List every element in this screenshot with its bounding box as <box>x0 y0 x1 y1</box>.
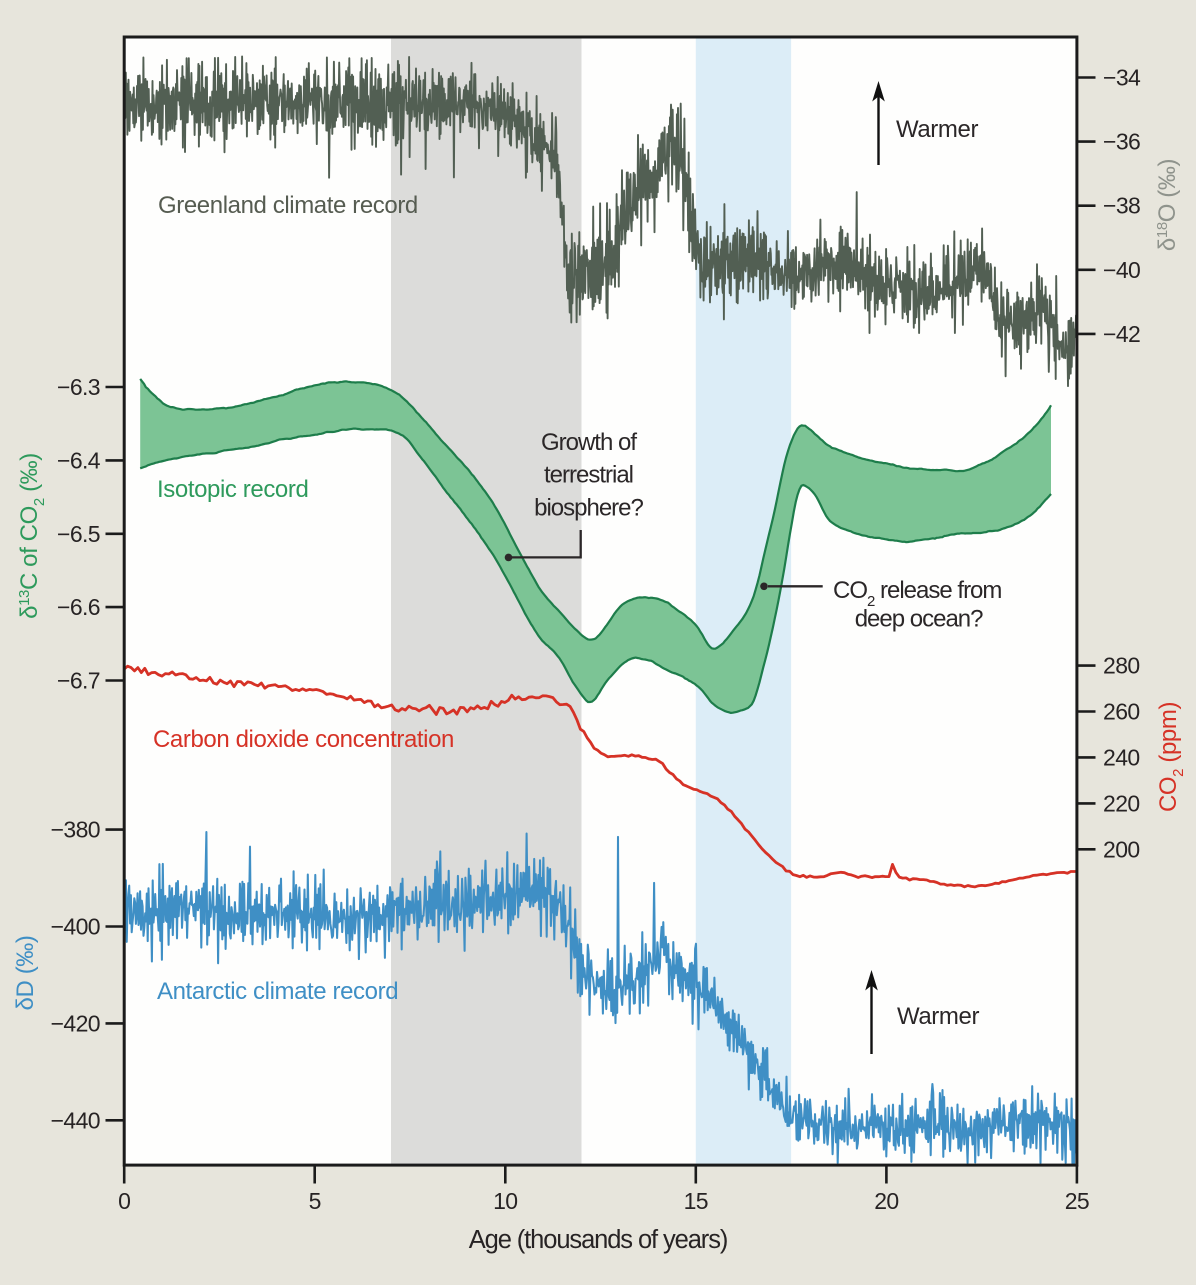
svg-text:deep ocean?: deep ocean? <box>855 606 983 633</box>
svg-text:25: 25 <box>1065 1188 1089 1214</box>
svg-text:−6.5: −6.5 <box>57 521 100 547</box>
svg-text:−38: −38 <box>1103 193 1140 219</box>
svg-text:terrestrial: terrestrial <box>544 462 633 489</box>
svg-text:240: 240 <box>1103 744 1140 770</box>
svg-text:−42: −42 <box>1103 321 1140 347</box>
svg-text:Greenland climate record: Greenland climate record <box>158 192 418 219</box>
svg-text:−380: −380 <box>51 817 100 843</box>
svg-text:−40: −40 <box>1103 257 1140 283</box>
svg-text:15: 15 <box>684 1188 708 1214</box>
svg-text:Warmer: Warmer <box>896 116 978 143</box>
svg-text:Warmer: Warmer <box>897 1003 979 1030</box>
svg-text:−6.6: −6.6 <box>57 594 100 620</box>
svg-text:5: 5 <box>309 1188 321 1214</box>
svg-text:Age (thousands of years): Age (thousands of years) <box>469 1226 728 1254</box>
svg-text:δD (‰): δD (‰) <box>12 936 39 1011</box>
svg-text:−34: −34 <box>1103 65 1141 91</box>
svg-text:−6.4: −6.4 <box>57 447 101 473</box>
svg-text:−440: −440 <box>51 1107 100 1133</box>
svg-text:biosphere?: biosphere? <box>534 495 643 522</box>
svg-text:−420: −420 <box>51 1010 100 1036</box>
svg-text:−6.3: −6.3 <box>57 374 100 400</box>
svg-text:Carbon dioxide concentration: Carbon dioxide concentration <box>153 726 454 753</box>
svg-text:Isotopic record: Isotopic record <box>157 476 308 503</box>
svg-text:280: 280 <box>1103 653 1140 679</box>
svg-text:260: 260 <box>1103 699 1140 725</box>
svg-text:10: 10 <box>493 1188 517 1214</box>
svg-text:Antarctic climate record: Antarctic climate record <box>157 978 398 1005</box>
svg-text:−6.7: −6.7 <box>57 668 100 694</box>
svg-text:220: 220 <box>1103 790 1140 816</box>
svg-text:−36: −36 <box>1103 129 1140 155</box>
svg-text:200: 200 <box>1103 836 1140 862</box>
svg-text:0: 0 <box>118 1188 130 1214</box>
svg-text:Growth of: Growth of <box>541 429 637 456</box>
svg-text:CO2 (ppm): CO2 (ppm) <box>1155 702 1187 812</box>
svg-text:−400: −400 <box>51 914 100 940</box>
svg-text:20: 20 <box>874 1188 898 1214</box>
